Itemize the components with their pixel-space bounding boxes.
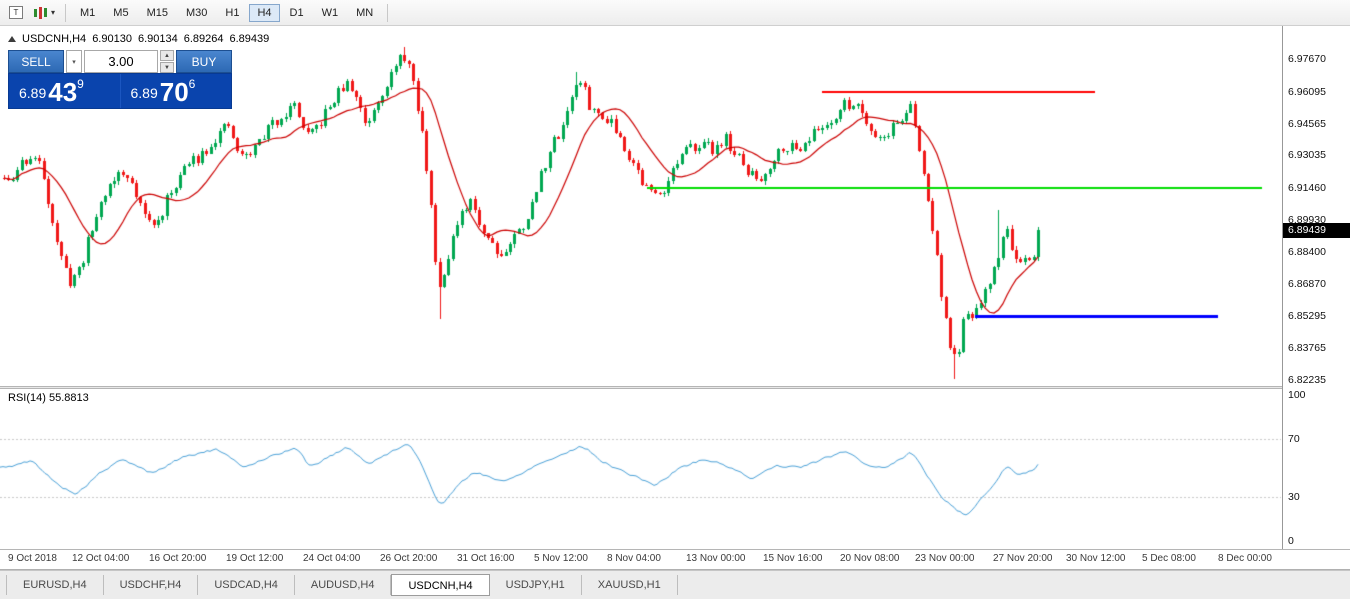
price-scale-tick: 6.94565 bbox=[1288, 117, 1326, 130]
timeframe-m15-button[interactable]: M15 bbox=[146, 6, 168, 19]
window-glyph: T bbox=[9, 6, 23, 19]
timeframe-m30-button[interactable]: M30 bbox=[185, 6, 208, 19]
price-scale-tick: 6.82235 bbox=[1288, 373, 1326, 386]
dropdown-caret-icon: ▾ bbox=[51, 8, 56, 17]
price-scale-tick: 6.97670 bbox=[1288, 52, 1326, 65]
time-axis-label: 26 Oct 20:00 bbox=[380, 553, 438, 564]
candle-bar-icon bbox=[44, 8, 47, 17]
timeframe-h1-button[interactable]: H1 bbox=[225, 6, 240, 19]
time-axis-label: 5 Dec 08:00 bbox=[1142, 553, 1196, 564]
price-chart-pane[interactable]: USDCNH,H4 6.90130 6.90134 6.89264 6.8943… bbox=[0, 28, 1282, 386]
buy-price[interactable]: 6.89 70 6 bbox=[119, 74, 232, 108]
price-scale-tick: 6.96095 bbox=[1288, 85, 1326, 98]
chart-tab-audusd[interactable]: AUDUSD,H4 bbox=[295, 575, 392, 595]
rsi-label: RSI(14) 55.8813 bbox=[8, 392, 89, 404]
sell-price-big: 43 bbox=[48, 77, 78, 107]
chart-window-icon[interactable]: T bbox=[5, 3, 27, 23]
chart-tab-usdjpy[interactable]: USDJPY,H1 bbox=[490, 575, 582, 595]
current-price-badge: 6.89439 bbox=[1283, 223, 1350, 239]
chart-type-candles-icon[interactable]: ▾ bbox=[29, 3, 59, 23]
rsi-scale-tick: 100 bbox=[1288, 389, 1306, 401]
volume-dropdown-caret[interactable]: ▾ bbox=[66, 50, 82, 73]
price-scale-tick: 6.93035 bbox=[1288, 149, 1326, 162]
price-scale-tick: 6.91460 bbox=[1288, 182, 1326, 195]
rsi-scale-tick: 0 bbox=[1288, 535, 1294, 547]
volume-input[interactable]: 3.00 bbox=[84, 50, 158, 73]
time-axis-label: 20 Nov 08:00 bbox=[840, 553, 900, 564]
price-scale-tick: 6.85295 bbox=[1288, 310, 1326, 323]
rsi-scale-tick: 30 bbox=[1288, 491, 1300, 504]
price-scale-tick: 6.88400 bbox=[1288, 245, 1326, 258]
buy-price-big: 70 bbox=[159, 77, 189, 107]
rsi-scale-tick: 70 bbox=[1288, 432, 1300, 445]
chart-symbol: USDCNH,H4 bbox=[22, 33, 87, 45]
chart-tab-usdcad[interactable]: USDCAD,H4 bbox=[198, 575, 295, 595]
time-axis-label: 8 Dec 00:00 bbox=[1218, 553, 1272, 564]
chart-tab-eurusd[interactable]: EURUSD,H4 bbox=[6, 575, 104, 595]
timeframe-m1-button[interactable]: M1 bbox=[80, 6, 96, 19]
timeframe-w1-button[interactable]: W1 bbox=[321, 6, 339, 19]
timeframe-mn-button[interactable]: MN bbox=[356, 6, 374, 19]
toolbar: T ▾ M1 M5 M15 M30 H1 H4 D1 W1 MN bbox=[0, 0, 1350, 26]
time-axis-label: 13 Nov 00:00 bbox=[686, 553, 746, 564]
rsi-pane[interactable]: RSI(14) 55.8813 bbox=[0, 389, 1282, 549]
rsi-indicator-value: 55.8813 bbox=[48, 392, 89, 404]
chart-ohlc-header: USDCNH,H4 6.90130 6.90134 6.89264 6.8943… bbox=[8, 33, 269, 45]
time-axis-label: 15 Nov 16:00 bbox=[763, 553, 823, 564]
sell-price-base: 6.89 bbox=[19, 85, 47, 101]
pane-divider[interactable] bbox=[0, 386, 1350, 389]
sell-button[interactable]: SELL bbox=[8, 50, 64, 73]
price-scale-tick: 6.86870 bbox=[1288, 277, 1326, 290]
timeframe-d1-button[interactable]: D1 bbox=[289, 6, 304, 19]
volume-decrease-button[interactable]: ▼ bbox=[160, 62, 174, 73]
sell-price-sup: 9 bbox=[77, 77, 84, 91]
time-axis-label: 27 Nov 20:00 bbox=[993, 553, 1053, 564]
chart-tab-usdchf[interactable]: USDCHF,H4 bbox=[104, 575, 199, 595]
ohlc-low: 6.89264 bbox=[183, 33, 224, 45]
time-axis-label: 24 Oct 04:00 bbox=[303, 553, 361, 564]
ohlc-high: 6.90134 bbox=[137, 33, 178, 45]
ohlc-close: 6.89439 bbox=[229, 33, 270, 45]
candle-bar-icon bbox=[34, 8, 37, 17]
time-axis-label: 19 Oct 12:00 bbox=[226, 553, 284, 564]
candle-bar-icon bbox=[39, 6, 42, 19]
time-axis-label: 8 Nov 04:00 bbox=[607, 553, 661, 564]
time-axis-label: 9 Oct 2018 bbox=[8, 553, 57, 564]
time-axis-label: 23 Nov 00:00 bbox=[915, 553, 975, 564]
timeframe-group: M1 M5 M15 M30 H1 H4 D1 W1 MN bbox=[71, 3, 382, 22]
chart-tab-usdcnh[interactable]: USDCNH,H4 bbox=[391, 574, 490, 596]
rsi-canvas[interactable] bbox=[0, 389, 1282, 549]
buy-button[interactable]: BUY bbox=[176, 50, 232, 73]
time-axis-label: 16 Oct 20:00 bbox=[149, 553, 207, 564]
volume-increase-button[interactable]: ▲ bbox=[160, 50, 174, 61]
buy-price-base: 6.89 bbox=[130, 85, 158, 101]
rsi-indicator-name: RSI(14) bbox=[8, 392, 46, 404]
timeframe-m5-button[interactable]: M5 bbox=[113, 6, 129, 19]
time-axis[interactable]: 9 Oct 2018 12 Oct 04:00 16 Oct 20:00 19 Oct… bbox=[0, 549, 1350, 567]
price-scale[interactable]: 6.89439 6.97670 6.96095 6.94565 6.93035 6.91… bbox=[1282, 26, 1350, 549]
toolbar-separator bbox=[387, 3, 389, 22]
chart-tab-bar: EURUSD,H4 USDCHF,H4 USDCAD,H4 AUDUSD,H4 USDC… bbox=[0, 570, 1350, 599]
chart-tab-xauusd[interactable]: XAUUSD,H1 bbox=[582, 575, 678, 595]
bid-ask-display: 6.89 43 9 6.89 70 6 bbox=[8, 73, 232, 109]
timeframe-h4-button[interactable]: H4 bbox=[249, 3, 280, 22]
buy-price-sup: 6 bbox=[188, 77, 196, 91]
time-axis-label: 12 Oct 04:00 bbox=[72, 553, 130, 564]
one-click-toggle-icon[interactable] bbox=[8, 36, 16, 42]
time-axis-label: 30 Nov 12:00 bbox=[1066, 553, 1126, 564]
sell-price[interactable]: 6.89 43 9 bbox=[9, 74, 120, 108]
time-axis-label: 5 Nov 12:00 bbox=[534, 553, 588, 564]
chart-window: USDCNH,H4 6.90130 6.90134 6.89264 6.8943… bbox=[0, 26, 1350, 570]
time-axis-label: 31 Oct 16:00 bbox=[457, 553, 515, 564]
ohlc-open: 6.90130 bbox=[92, 33, 132, 45]
price-scale-tick: 6.89930 bbox=[1288, 213, 1326, 226]
one-click-trading-panel: SELL ▾ 3.00 ▲ ▼ BUY 6.89 43 9 bbox=[8, 50, 232, 109]
price-scale-tick: 6.83765 bbox=[1288, 342, 1326, 355]
toolbar-separator bbox=[65, 3, 67, 22]
volume-spinner: ▲ ▼ bbox=[160, 50, 174, 73]
